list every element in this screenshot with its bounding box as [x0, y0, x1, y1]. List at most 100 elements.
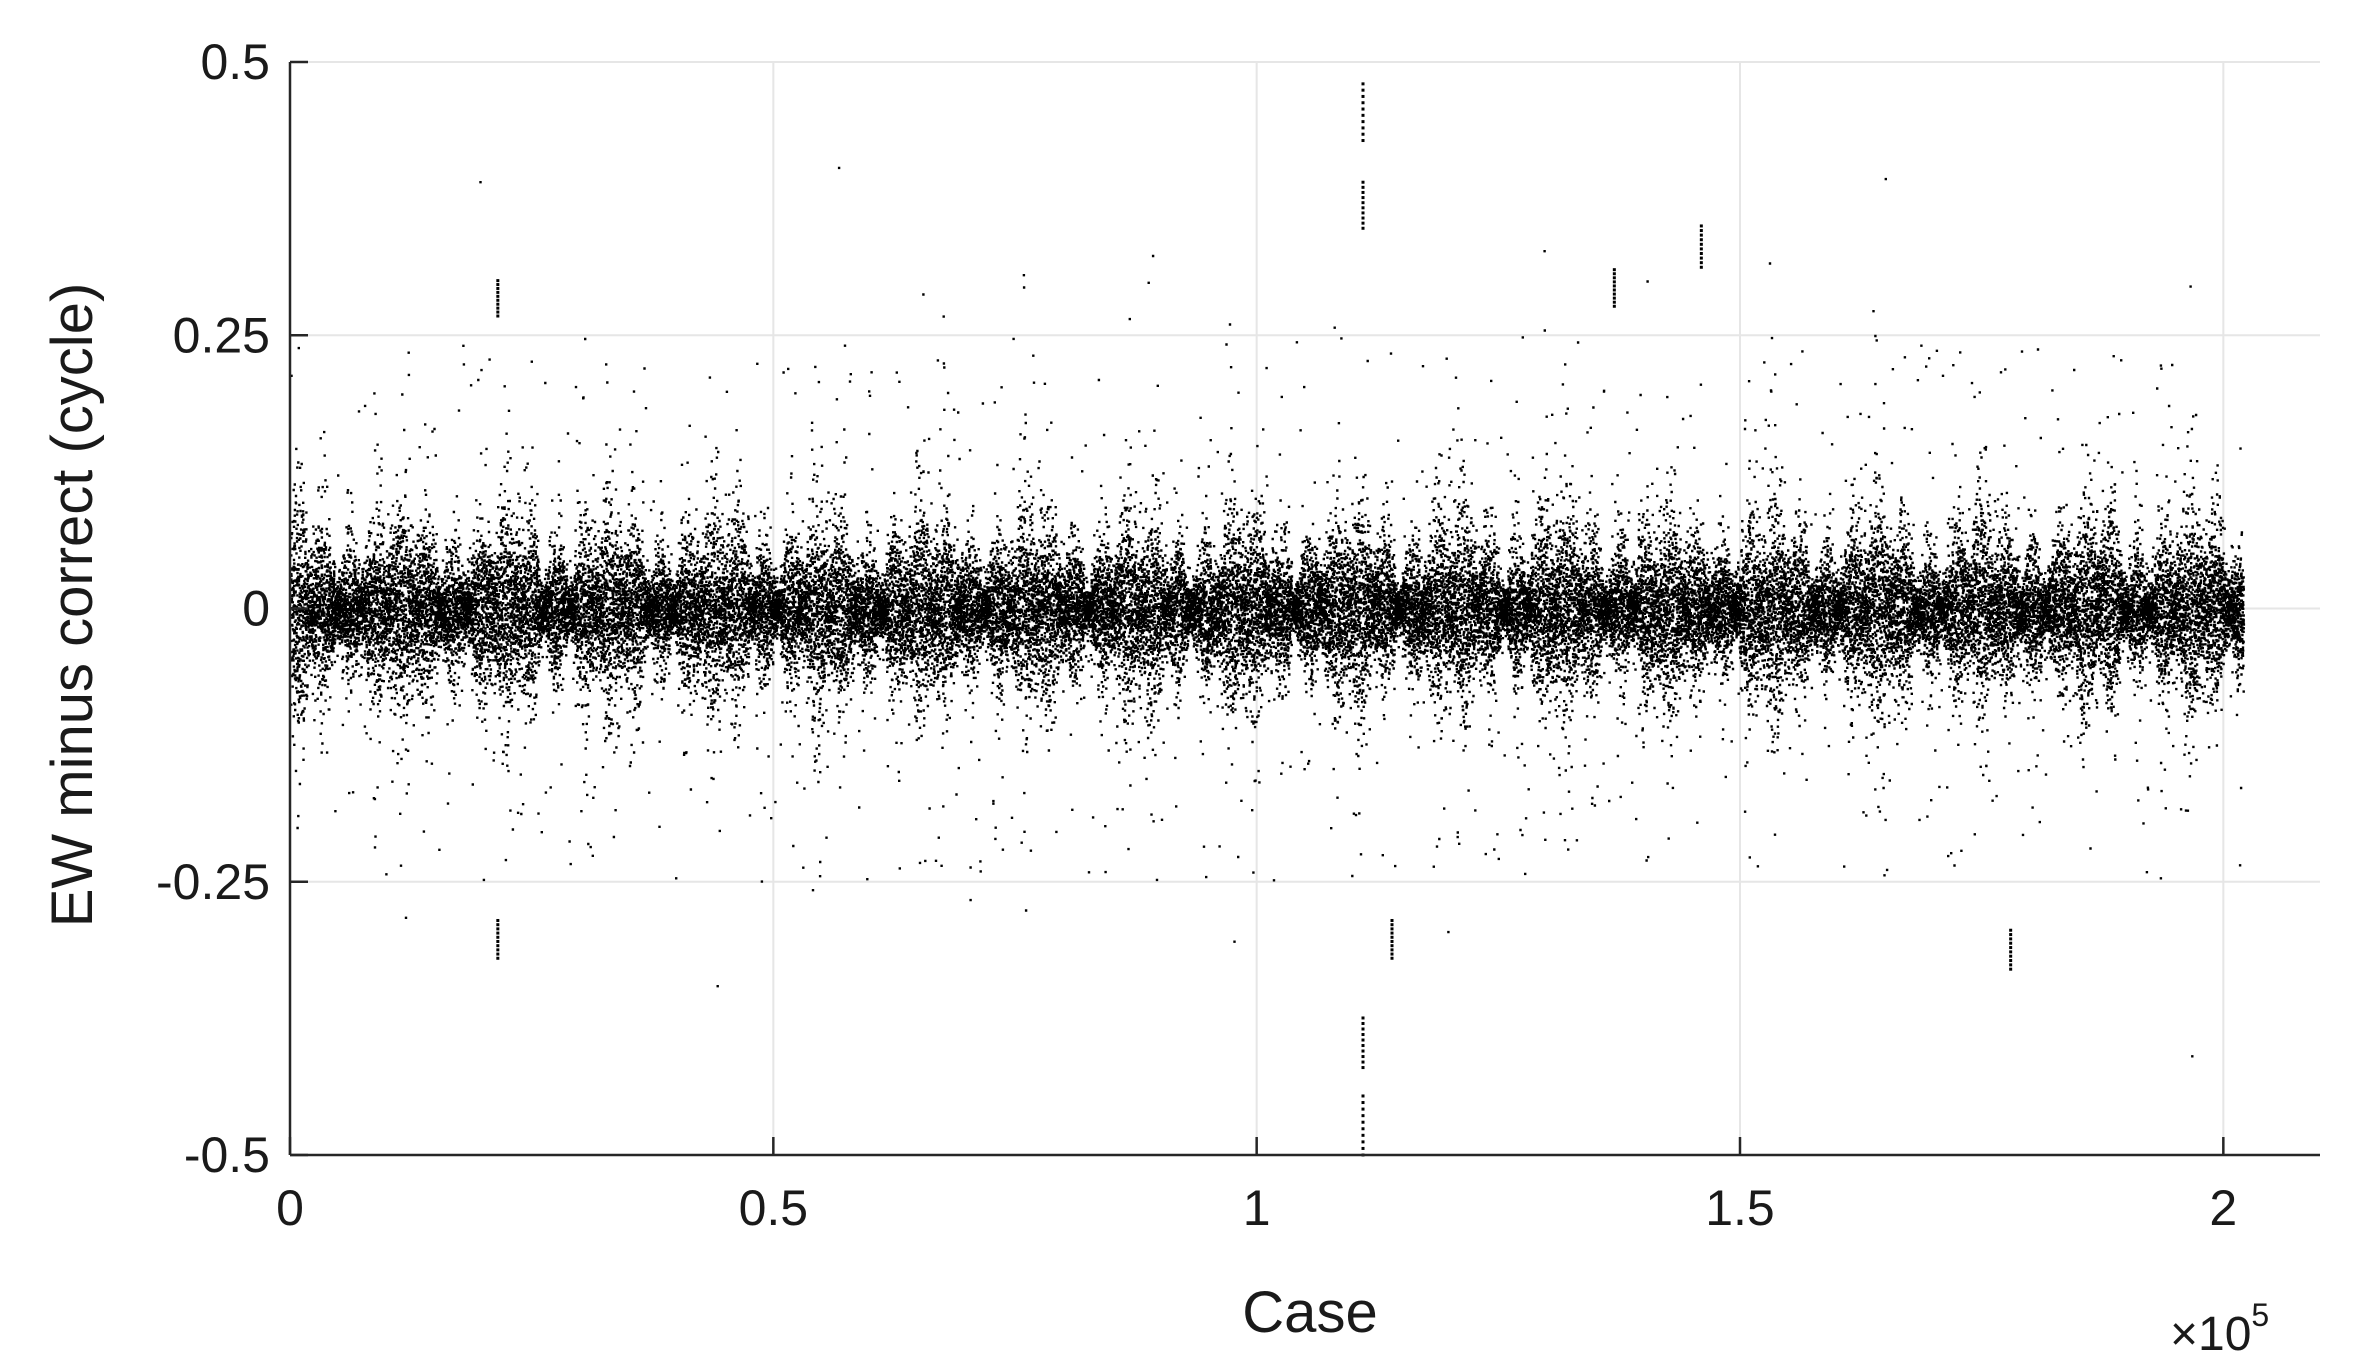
- scatter-point: [1361, 1055, 1365, 1059]
- scatter-point: [496, 927, 500, 931]
- scatter-point: [496, 944, 500, 948]
- scatter-point: [1361, 206, 1365, 210]
- scatter-point: [1361, 221, 1365, 225]
- tick-labels: 0 0.5 1 1.5 2 0.5 0.25 0 -0.25 -0.5: [156, 34, 2237, 1236]
- scatter-point: [2009, 959, 2013, 963]
- scatter-point: [1361, 226, 1365, 230]
- scatter-point: [496, 931, 500, 935]
- scatter-point: [1361, 1107, 1365, 1111]
- scatter-point: [496, 302, 500, 306]
- scatter-point: [1699, 242, 1703, 246]
- scatter-point: [1699, 251, 1703, 255]
- scatter-point: [1612, 280, 1616, 284]
- scatter-point: [1361, 88, 1365, 92]
- scatter-point: [2009, 946, 2013, 950]
- scatter-point: [1699, 247, 1703, 251]
- scatter-point: [1361, 1133, 1365, 1137]
- scatter-point: [1699, 233, 1703, 237]
- scatter-point: [1612, 272, 1616, 276]
- scatter-point: [1361, 1140, 1365, 1144]
- scatter-point: [1612, 268, 1616, 272]
- scatter-point: [1612, 288, 1616, 292]
- axes: [288, 60, 2320, 1157]
- scatter-point: [1390, 927, 1394, 931]
- scatter-point: [1361, 201, 1365, 205]
- x-axis-exponent: ×105: [2170, 1297, 2269, 1357]
- scatter-point: [2009, 954, 2013, 958]
- scatter-point: [2009, 928, 2013, 932]
- y-tick-label: -0.5: [184, 1127, 270, 1183]
- scatter-point: [1361, 211, 1365, 215]
- scatter-point: [1390, 923, 1394, 927]
- scatter-point: [496, 948, 500, 952]
- scatter-point: [1361, 126, 1365, 130]
- scatter-point: [1699, 265, 1703, 269]
- y-axis-label: EW minus correct (cycle): [40, 283, 105, 928]
- scatter-point: [2009, 941, 2013, 945]
- scatter-point: [1390, 956, 1394, 960]
- scatter-point: [496, 286, 500, 290]
- scatter-point: [1361, 190, 1365, 194]
- scatter-point: [1390, 952, 1394, 956]
- scatter-point: [1612, 284, 1616, 288]
- scatter-point: [1361, 1120, 1365, 1124]
- y-tick-label: 0: [242, 581, 270, 637]
- scatter-point: [2009, 950, 2013, 954]
- scatter-point: [496, 294, 500, 298]
- x-tick-label: 2: [2209, 1180, 2237, 1236]
- scatter-point: [1612, 296, 1616, 300]
- scatter-point: [1361, 185, 1365, 189]
- scatter-point: [1699, 256, 1703, 260]
- scatter-point: [1699, 224, 1703, 228]
- scatter-point: [1361, 1016, 1365, 1020]
- scatter-point: [2009, 963, 2013, 967]
- scatter-point: [1612, 300, 1616, 304]
- scatter-point-cloud: [290, 166, 2246, 1058]
- x-tick-label: 0: [276, 1180, 304, 1236]
- scatter-point: [496, 310, 500, 314]
- scatter-point: [1612, 304, 1616, 308]
- x-axis-label: Case: [1242, 1280, 1377, 1345]
- y-tick-label: 0.25: [173, 307, 270, 363]
- scatter-point: [1390, 939, 1394, 943]
- scatter-point: [1361, 120, 1365, 124]
- scatter-point: [496, 314, 500, 318]
- scatter-point: [1361, 1049, 1365, 1053]
- scatter-point: [1390, 935, 1394, 939]
- scatter-point: [1361, 1101, 1365, 1105]
- x-axis-exponent-power: 5: [2251, 1297, 2269, 1333]
- scatter-point: [2009, 933, 2013, 937]
- y-tick-label: -0.25: [156, 854, 270, 910]
- y-tick-label: 0.5: [200, 34, 270, 90]
- scatter-point: [1361, 1127, 1365, 1131]
- scatter-point: [496, 952, 500, 956]
- scatter-point: [1361, 113, 1365, 117]
- scatter-point: [1361, 1114, 1365, 1118]
- scatter-point: [496, 306, 500, 310]
- scatter-point: [1361, 101, 1365, 105]
- x-tick-label: 0.5: [739, 1180, 809, 1236]
- scatter-point: [496, 279, 500, 283]
- scatter-point: [1390, 948, 1394, 952]
- scatter-point: [496, 939, 500, 943]
- x-tick-label: 1.5: [1705, 1180, 1775, 1236]
- scatter-point: [1390, 918, 1394, 922]
- x-axis-exponent-base: ×10: [2170, 1308, 2251, 1357]
- scatter-point: [2009, 937, 2013, 941]
- scatter-point: [1361, 216, 1365, 220]
- scatter-point: [1361, 82, 1365, 86]
- scatter-point: [1699, 229, 1703, 233]
- scatter-point: [1361, 139, 1365, 143]
- scatter-point: [496, 283, 500, 287]
- scatter-point: [1390, 931, 1394, 935]
- scatter-point: [1361, 1060, 1365, 1064]
- scatter-point: [496, 923, 500, 927]
- scatter-point: [1612, 276, 1616, 280]
- scatter-point: [1361, 107, 1365, 111]
- scatter-point: [1361, 1044, 1365, 1048]
- scatter-point: [1612, 292, 1616, 296]
- scatter-point: [1699, 238, 1703, 242]
- scatter-point: [1361, 196, 1365, 200]
